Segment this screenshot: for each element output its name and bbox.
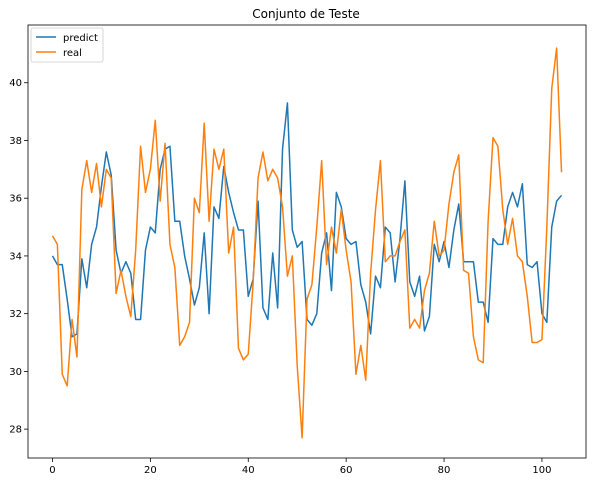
x-tick-label: 20 xyxy=(144,465,157,476)
y-tick-label: 36 xyxy=(9,194,22,205)
y-tick-label: 28 xyxy=(9,425,22,436)
x-tick-label: 100 xyxy=(532,465,551,476)
y-tick-label: 30 xyxy=(9,367,22,378)
x-tick-label: 40 xyxy=(242,465,255,476)
series-line-real xyxy=(51,47,563,439)
x-tick-label: 80 xyxy=(438,465,451,476)
legend-label-predict: predict xyxy=(63,33,98,44)
legend-label-real: real xyxy=(63,48,82,59)
x-axis: 0 20 40 60 80 100 xyxy=(49,458,551,476)
y-axis: 28 30 32 34 36 38 40 xyxy=(9,78,28,436)
series-layer xyxy=(51,47,563,439)
x-tick-label: 60 xyxy=(340,465,353,476)
y-tick-label: 32 xyxy=(9,309,22,320)
x-tick-label: 0 xyxy=(49,465,55,476)
plot-area xyxy=(28,25,586,458)
y-tick-label: 34 xyxy=(9,251,22,262)
chart-title: Conjunto de Teste xyxy=(252,7,360,21)
plot-frame xyxy=(27,24,587,459)
y-tick-label: 38 xyxy=(9,136,22,147)
y-tick-label: 40 xyxy=(9,78,22,89)
legend: predict real xyxy=(30,27,104,63)
